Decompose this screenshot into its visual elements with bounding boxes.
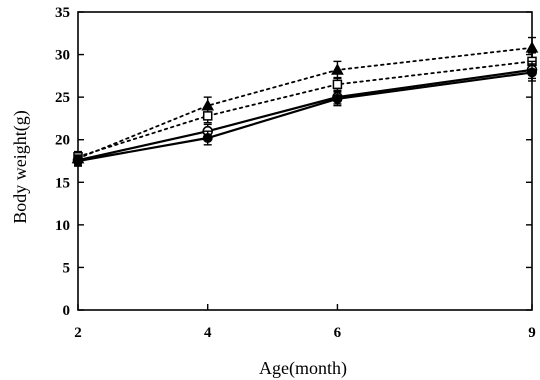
y-tick-label: 35 bbox=[55, 5, 70, 21]
series-line bbox=[76, 71, 534, 163]
y-axis: 0 5 10 15 20 25 30 35 bbox=[55, 5, 532, 319]
x-tick-label: 6 bbox=[334, 325, 342, 341]
data-point bbox=[331, 63, 344, 75]
data-point bbox=[332, 93, 343, 104]
y-axis-label: Body weight(g) bbox=[10, 110, 31, 223]
x-axis-label: Age(month) bbox=[259, 358, 347, 379]
x-axis: 2 4 6 9 bbox=[74, 304, 536, 341]
x-tick-label: 9 bbox=[528, 325, 536, 341]
plot-border bbox=[77, 11, 533, 311]
series-4 bbox=[73, 63, 537, 167]
y-tick-label: 0 bbox=[63, 303, 71, 319]
x-tick-label: 2 bbox=[74, 325, 82, 341]
series-line bbox=[77, 60, 533, 158]
data-point bbox=[73, 156, 83, 166]
data-point bbox=[525, 41, 539, 53]
x-tick-label: 4 bbox=[204, 325, 212, 341]
data-point bbox=[332, 79, 343, 90]
y-tick-label: 30 bbox=[55, 48, 70, 64]
data-point bbox=[202, 133, 213, 144]
y-tick-label: 5 bbox=[63, 260, 71, 276]
y-tick-label: 20 bbox=[55, 133, 70, 149]
data-point bbox=[527, 67, 537, 78]
plot-frame bbox=[77, 11, 533, 311]
y-tick-label: 15 bbox=[55, 175, 70, 191]
series-line bbox=[76, 68, 534, 162]
series-line bbox=[77, 46, 533, 160]
data-point bbox=[202, 111, 213, 121]
y-tick-label: 25 bbox=[55, 90, 70, 106]
y-tick-label: 10 bbox=[55, 218, 70, 234]
series-layer bbox=[71, 36, 539, 167]
